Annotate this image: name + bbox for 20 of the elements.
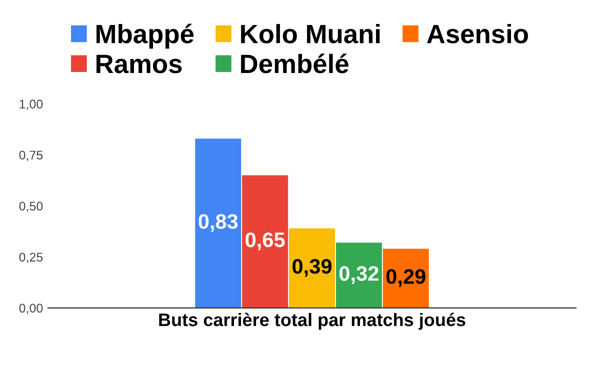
y-tick-label: 0,50 — [19, 202, 43, 212]
data-label: 0,65 — [246, 232, 285, 250]
y-tick-label: 0,75 — [19, 150, 43, 162]
legend-label: Dembélé — [241, 54, 348, 74]
y-tick-label: 0,00 — [19, 304, 43, 314]
bar — [195, 138, 242, 308]
data-label: 0,29 — [386, 269, 426, 287]
x-tick-label: Buts carrière total par matchs joués — [159, 312, 466, 330]
y-tick-label: 1,00 — [20, 100, 43, 110]
bar — [242, 175, 288, 308]
legend-label: Mbappé — [96, 24, 194, 49]
data-label: 0,32 — [339, 266, 378, 284]
data-label: 0,39 — [292, 258, 332, 277]
legend-label: Kolo Muani — [241, 24, 380, 44]
legend-label: Asensio — [427, 24, 528, 44]
bar — [289, 228, 335, 308]
bar — [336, 242, 382, 308]
y-tick-label: 0,25 — [19, 252, 43, 264]
data-label: 0,83 — [198, 214, 238, 232]
legend-label: Ramos — [96, 54, 182, 74]
